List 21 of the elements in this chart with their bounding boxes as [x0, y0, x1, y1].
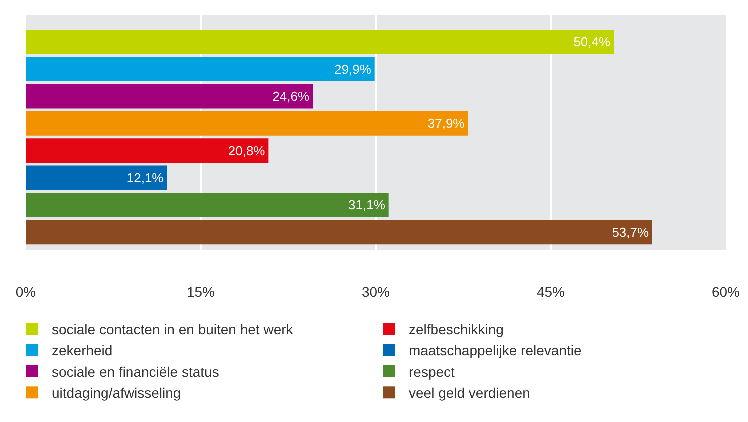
- data-label: 53,7%: [612, 224, 650, 240]
- x-tick-label: 15%: [186, 284, 216, 300]
- legend-label: maatschappelijke relevantie: [409, 342, 582, 359]
- data-label: 29,9%: [334, 62, 372, 77]
- x-tick-label: 45%: [536, 284, 566, 300]
- data-label: 31,1%: [348, 198, 386, 213]
- data-label: 20,8%: [228, 143, 266, 158]
- legend-label: sociale contacten in en buiten het werk: [52, 322, 294, 338]
- legend-label: uitdaging/afwisseling: [52, 385, 182, 402]
- legend-label: veel geld verdienen: [409, 385, 530, 402]
- x-tick-label: 30%: [362, 284, 390, 300]
- legend-label: respect: [409, 364, 456, 380]
- legend-label: zekerheid: [52, 342, 113, 359]
- data-label: 37,9%: [428, 116, 466, 132]
- legend-label: sociale en financiële status: [52, 364, 220, 380]
- x-tick-label: 0%: [16, 284, 36, 300]
- data-label: 50,4%: [574, 34, 611, 50]
- data-label: 12,1%: [126, 170, 164, 186]
- x-tick-label: 60%: [712, 284, 740, 300]
- data-label: 24,6%: [272, 89, 310, 104]
- legend-label: zelfbeschikking: [409, 322, 504, 338]
